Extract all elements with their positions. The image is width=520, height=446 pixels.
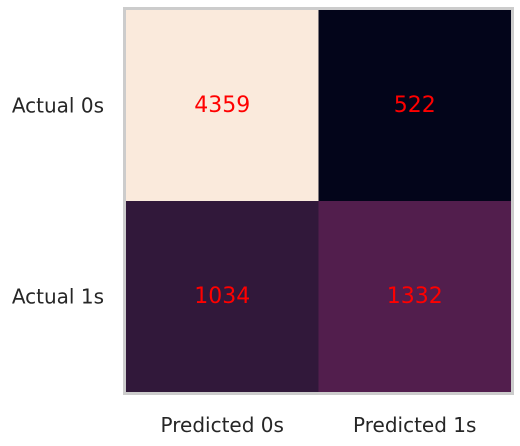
cell-value-label-r1-c1: 1332 [387, 284, 443, 309]
x-tick-label-1: Predicted 1s [353, 413, 476, 437]
heatmap-cell-r1-c1 [318, 201, 512, 393]
cell-value-label-r0-c1: 522 [394, 93, 436, 118]
axis-tick-labels: Actual 0s Actual 1s Predicted 0s Predicted … [12, 94, 477, 438]
y-tick-label-1: Actual 1s [12, 285, 104, 309]
cell-value-label-r0-c0: 4359 [194, 93, 250, 118]
y-tick-label-0: Actual 0s [12, 94, 104, 118]
cell-value-label-r1-c0: 1034 [194, 284, 250, 309]
heatmap-cell-r1-c0 [126, 201, 319, 393]
heatmap-cell-r0-c0 [126, 10, 319, 202]
x-tick-label-0: Predicted 0s [161, 413, 284, 437]
heatmap-cells [126, 10, 512, 393]
cell-value-labels: 4359 522 1034 1332 [194, 93, 443, 309]
heatmap-cell-r0-c1 [318, 10, 512, 202]
plot-frame [123, 7, 514, 395]
